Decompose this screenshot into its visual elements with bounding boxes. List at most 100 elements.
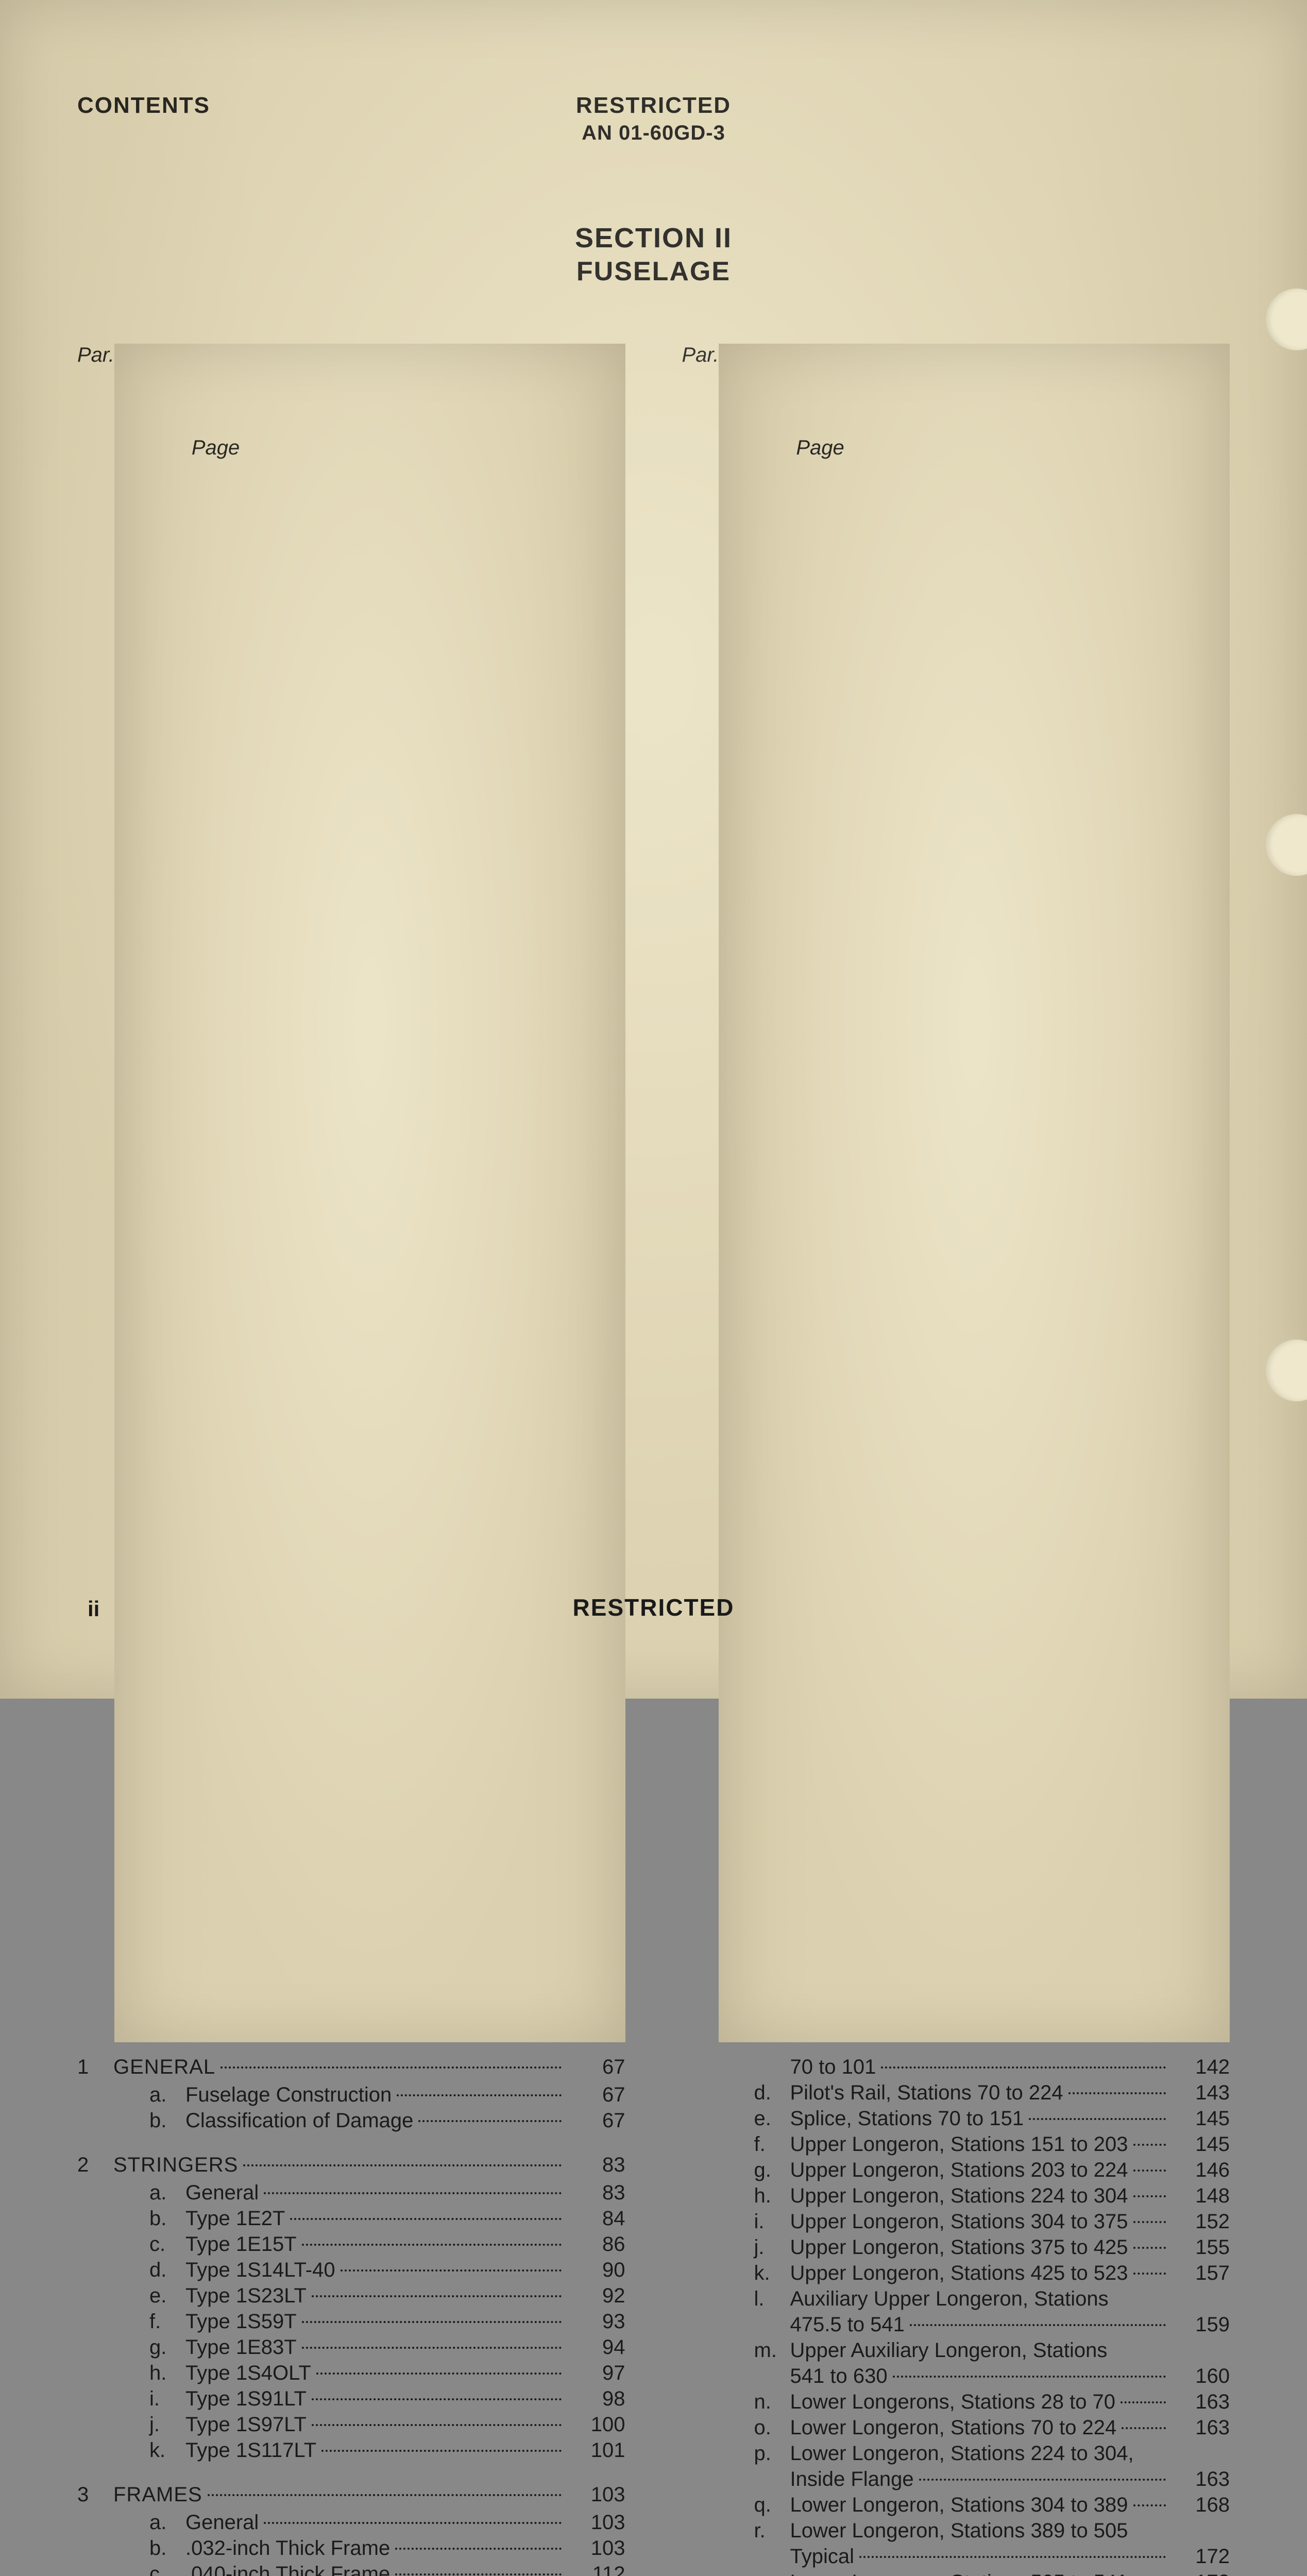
toc-sub-letter: e. bbox=[754, 2108, 790, 2129]
toc-label: Type 1E83T bbox=[185, 2337, 297, 2358]
toc-label: Upper Longeron, Stations 224 to 304 bbox=[790, 2185, 1128, 2206]
toc-sub-letter: j. bbox=[754, 2237, 790, 2258]
toc-subentry: i.Upper Longeron, Stations 304 to 375152 bbox=[754, 2211, 1230, 2232]
toc-sub-letter: k. bbox=[754, 2263, 790, 2283]
toc-label: .032-inch Thick Frame bbox=[185, 2538, 390, 2558]
toc-subentry: n.Lower Longerons, Stations 28 to 70163 bbox=[754, 2392, 1230, 2412]
toc-leader bbox=[395, 2573, 561, 2575]
toc-page: 84 bbox=[569, 2208, 625, 2229]
toc-leader bbox=[1122, 2427, 1166, 2429]
toc-leader bbox=[1133, 2247, 1166, 2249]
toc-label: Type 1E2T bbox=[185, 2208, 285, 2229]
toc-label: FRAMES bbox=[113, 2484, 202, 2505]
toc-column-header: Par. Page bbox=[77, 344, 625, 2042]
toc-sub-letter: d. bbox=[754, 2082, 790, 2103]
header-classification: RESTRICTED bbox=[457, 93, 850, 118]
toc-page: 159 bbox=[1173, 2314, 1230, 2335]
toc-leader bbox=[395, 2548, 561, 2550]
colhdr-page: Page bbox=[114, 344, 625, 2042]
toc-label: STRINGERS bbox=[113, 2155, 238, 2175]
toc-label: Type 1S97LT bbox=[185, 2414, 307, 2435]
toc-leader bbox=[321, 2450, 561, 2452]
toc-sub-letter: d. bbox=[149, 2260, 185, 2280]
toc-subentry: e.Type 1S23LT92 bbox=[149, 2285, 625, 2306]
toc-label: Auxiliary Upper Longeron, Stations bbox=[790, 2289, 1109, 2309]
toc-subentry: f.Upper Longeron, Stations 151 to 203145 bbox=[754, 2134, 1230, 2155]
toc-subentry: k.Type 1S117LT101 bbox=[149, 2440, 625, 2461]
toc-par-number: 1 bbox=[77, 2057, 113, 2077]
toc-page: 163 bbox=[1173, 2469, 1230, 2489]
footer-classification: RESTRICTED bbox=[77, 1594, 1230, 1621]
toc-label: Upper Longeron, Stations 304 to 375 bbox=[790, 2211, 1128, 2232]
toc-page: 157 bbox=[1173, 2263, 1230, 2283]
toc-page: 98 bbox=[569, 2388, 625, 2409]
toc-label: Lower Longeron, Stations 389 to 505 bbox=[790, 2520, 1128, 2541]
toc-page: 67 bbox=[569, 2084, 625, 2105]
toc-page: 142 bbox=[1173, 2057, 1230, 2077]
toc-page: 172 bbox=[1173, 2546, 1230, 2567]
colhdr-page: Page bbox=[719, 344, 1230, 2042]
toc-sub-letter: o. bbox=[754, 2417, 790, 2438]
toc-leader bbox=[302, 2321, 562, 2323]
toc-label: Upper Auxiliary Longeron, Stations bbox=[790, 2340, 1108, 2361]
toc-sub-letter: c. bbox=[149, 2564, 185, 2576]
toc-subentry: b.Classification of Damage67 bbox=[149, 2110, 625, 2131]
toc-leader bbox=[859, 2556, 1166, 2558]
toc-subentry: g.Type 1E83T94 bbox=[149, 2337, 625, 2358]
toc-subentry: h.Type 1S4OLT97 bbox=[149, 2363, 625, 2383]
toc-sub-letter: c. bbox=[149, 2234, 185, 2255]
toc-page: 163 bbox=[1173, 2417, 1230, 2438]
toc-label: Upper Longeron, Stations 375 to 425 bbox=[790, 2237, 1128, 2258]
toc-leader bbox=[1133, 2170, 1166, 2172]
toc-subentry: b..032-inch Thick Frame103 bbox=[149, 2538, 625, 2558]
toc-subentry: f.Type 1S59T93 bbox=[149, 2311, 625, 2332]
header-center: RESTRICTED AN 01-60GD-3 bbox=[457, 93, 850, 145]
page: CONTENTS RESTRICTED AN 01-60GD-3 SECTION… bbox=[0, 0, 1307, 1699]
toc-label: 475.5 to 541 bbox=[790, 2314, 905, 2335]
toc-page: 83 bbox=[569, 2155, 625, 2175]
toc-leader bbox=[1133, 2195, 1166, 2197]
toc-page: 143 bbox=[1173, 2082, 1230, 2103]
toc-label: Type 1S91LT bbox=[185, 2388, 307, 2409]
toc-sub-letter: p. bbox=[754, 2443, 790, 2464]
punch-hole bbox=[1266, 289, 1307, 350]
toc-label: Type 1S4OLT bbox=[185, 2363, 311, 2383]
toc-column-header: Par. Page bbox=[682, 344, 1230, 2042]
toc-par-number: 2 bbox=[77, 2155, 113, 2175]
toc-leader bbox=[910, 2324, 1166, 2326]
toc-label: Type 1S23LT bbox=[185, 2285, 307, 2306]
toc-subentry: a.General103 bbox=[149, 2512, 625, 2533]
toc-sub-letter: h. bbox=[149, 2363, 185, 2383]
toc-subentry: i.Type 1S91LT98 bbox=[149, 2388, 625, 2409]
toc-sub-letter: g. bbox=[754, 2160, 790, 2180]
toc-label: Lower Longeron, Stations 304 to 389 bbox=[790, 2495, 1128, 2515]
toc-leader bbox=[302, 2244, 562, 2246]
toc-sub-letter: a. bbox=[149, 2182, 185, 2203]
toc-leader bbox=[881, 2066, 1166, 2069]
toc-subentry: e.Splice, Stations 70 to 151145 bbox=[754, 2108, 1230, 2129]
toc-sub-letter: a. bbox=[149, 2084, 185, 2105]
toc-label: Pilot's Rail, Stations 70 to 224 bbox=[790, 2082, 1063, 2103]
toc-subentry: l.Auxiliary Upper Longeron, Stations bbox=[754, 2289, 1230, 2309]
toc-label: Type 1S59T bbox=[185, 2311, 297, 2332]
toc-sub-letter: s. bbox=[754, 2572, 790, 2576]
toc-page: 100 bbox=[569, 2414, 625, 2435]
toc-label: Inside Flange bbox=[790, 2469, 914, 2489]
toc-leader bbox=[893, 2376, 1166, 2378]
toc-leader bbox=[316, 2372, 562, 2375]
toc-page: 163 bbox=[1173, 2392, 1230, 2412]
toc-sub-letter: k. bbox=[149, 2440, 185, 2461]
toc-label: General bbox=[185, 2182, 259, 2203]
toc-page: 146 bbox=[1173, 2160, 1230, 2180]
toc-leader bbox=[919, 2479, 1166, 2481]
toc-subentry: k.Upper Longeron, Stations 425 to 523157 bbox=[754, 2263, 1230, 2283]
header-doc-id: AN 01-60GD-3 bbox=[457, 122, 850, 145]
toc-page: 103 bbox=[569, 2484, 625, 2505]
toc-page: 90 bbox=[569, 2260, 625, 2280]
toc-entry: 2STRINGERS 83 bbox=[77, 2155, 625, 2175]
toc-subentry: 70 to 101142 bbox=[790, 2057, 1230, 2077]
toc-label: Fuselage Construction bbox=[185, 2084, 392, 2105]
toc-subentry: p.Lower Longeron, Stations 224 to 304, bbox=[754, 2443, 1230, 2464]
toc-subentry: o.Lower Longeron, Stations 70 to 224163 bbox=[754, 2417, 1230, 2438]
toc-page: 101 bbox=[569, 2440, 625, 2461]
